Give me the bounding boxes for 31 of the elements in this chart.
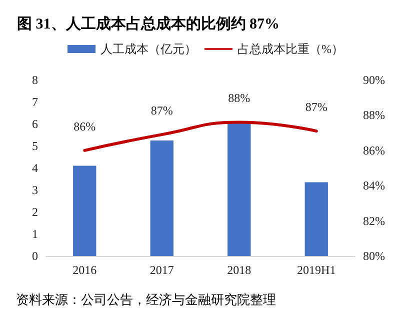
y-tick-label: 8 (32, 73, 38, 87)
y-tick-label: 4 (32, 161, 38, 175)
bar (228, 122, 251, 256)
y2-tick-label: 82% (363, 214, 385, 228)
x-tick-label: 2018 (227, 263, 252, 277)
y2-tick-label: 90% (363, 73, 385, 87)
data-label: 87% (150, 104, 173, 118)
data-label: 86% (74, 119, 96, 134)
text: 资料来源：公司公告，经济与金融研究院整理 (16, 292, 276, 307)
x-tick-label: 2017 (150, 263, 174, 277)
data-label: 87% (305, 100, 328, 114)
y2-tick-label: 84% (363, 178, 385, 193)
y2-tick-label: 88% (363, 108, 385, 122)
bar (73, 166, 96, 256)
y-tick-label: 3 (32, 183, 38, 197)
y2-tick-label: 86% (363, 143, 385, 158)
x-tick-label: 2019H1 (297, 263, 336, 277)
legend-label: 占总成本比重（%） (238, 42, 344, 56)
y-tick-label: 1 (32, 227, 38, 241)
y2-tick-label: 80% (363, 249, 385, 263)
legend-label: 人工成本（亿元） (100, 42, 196, 56)
bar (304, 182, 328, 256)
y-tick-label: 7 (32, 95, 38, 109)
bar (150, 140, 174, 256)
y-tick-label: 0 (32, 249, 38, 263)
y-tick-label: 2 (32, 205, 38, 219)
y-tick-label: 6 (32, 117, 38, 131)
data-label: 88% (228, 91, 250, 106)
y-tick-label: 5 (32, 139, 38, 153)
x-tick-label: 2016 (72, 263, 97, 277)
chart-title: 图 31、人工成本占总成本的比例约 87% (17, 16, 280, 32)
